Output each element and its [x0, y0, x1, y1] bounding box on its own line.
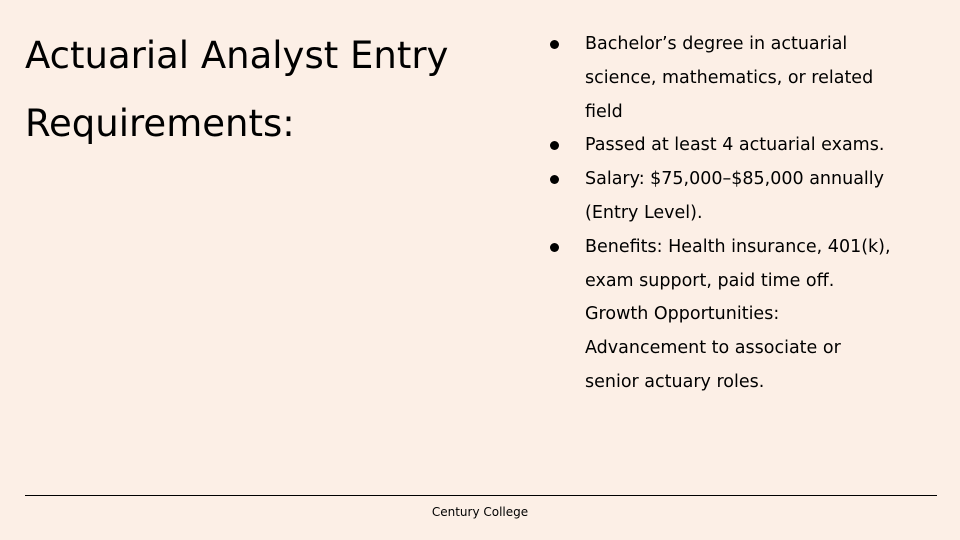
bullet-icon: [550, 242, 559, 252]
list-item: Salary: $75,000–$85,000 annually (Entry …: [548, 163, 898, 231]
list-item: Bachelor’s degree in actuarial science, …: [548, 28, 898, 129]
requirements-list: Bachelor’s degree in actuarial science, …: [548, 28, 898, 400]
footer-divider: [25, 495, 937, 496]
list-item: Passed at least 4 actuarial exams.: [548, 129, 898, 163]
bullet-icon: [550, 175, 559, 185]
bullet-text: Bachelor’s degree in actuarial science, …: [585, 34, 874, 122]
bullet-text: Benefits: Health insurance, 401(k), exam…: [585, 236, 891, 392]
footer-text: Century College: [431, 505, 529, 519]
title-line-2: Requirements:: [25, 102, 295, 145]
bullet-text: Salary: $75,000–$85,000 annually (Entry …: [585, 169, 885, 223]
slide-title: Actuarial Analyst Entry Requirements:: [25, 22, 495, 158]
bullet-icon: [550, 40, 559, 49]
bullet-icon: [550, 141, 559, 151]
bullet-text: Passed at least 4 actuarial exams.: [585, 135, 885, 156]
title-line-1: Actuarial Analyst Entry: [25, 34, 449, 77]
list-item: Benefits: Health insurance, 401(k), exam…: [548, 231, 898, 400]
